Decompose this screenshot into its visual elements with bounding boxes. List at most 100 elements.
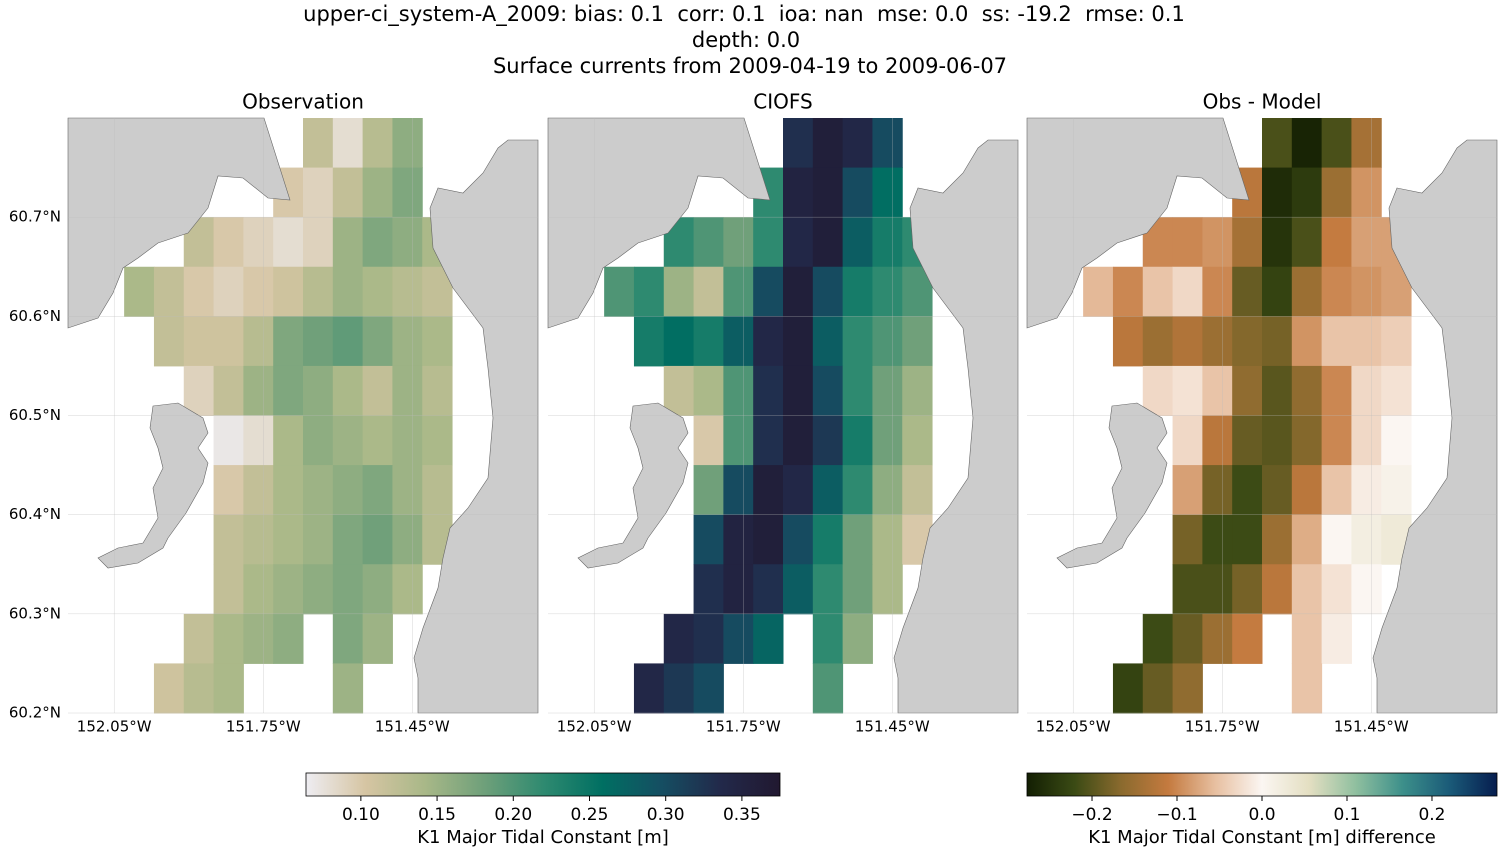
heat-cell [812,118,844,169]
heat-cell [1142,663,1174,714]
heat-cell [213,266,244,317]
heat-cell [783,564,814,615]
heat-cell [753,365,784,416]
heat-cell [1291,415,1323,466]
heat-cell [392,167,423,218]
heat-cell [842,514,873,565]
colorbar-tick-label: 0.0 [1248,805,1275,825]
heat-cell [303,564,334,615]
heat-cell [303,415,334,466]
y-tick-label: 60.2°N [9,704,61,722]
heat-cell [1351,514,1382,565]
heat-cell [1112,266,1144,317]
heat-cell [1262,514,1293,565]
heat-cell [362,217,393,268]
heat-cell [723,514,754,565]
heat-cell [723,266,754,317]
heat-cell [1351,167,1382,218]
x-tick-label: 151.75°W [1185,718,1260,736]
heat-cell [124,266,155,317]
colorbar-tick-label: 0.2 [1418,805,1445,825]
heat-cell [273,613,304,664]
colorbar-label: K1 Major Tidal Constant [m] [417,827,669,848]
heat-cell [1172,365,1203,416]
x-tick-label: 152.05°W [77,718,152,736]
heat-cell [332,118,364,169]
heat-cell [1172,613,1203,664]
heat-cell [812,316,844,367]
heat-cell [392,266,423,317]
heat-cell [1321,266,1352,317]
heat-cell [273,564,304,615]
heat-cell [842,465,873,516]
colorbar-tick-label: −0.1 [1156,805,1197,825]
heat-cell [812,365,844,416]
heat-cell [1291,167,1323,218]
heat-cell [663,316,695,367]
heat-cell [1172,316,1203,367]
panel-title: CIOFS [753,90,812,114]
heat-cell [663,266,695,317]
heat-cell [783,316,814,367]
heat-cell [753,217,784,268]
heat-cell [633,316,665,367]
heat-cell [872,415,903,466]
heat-cell [872,564,903,615]
heat-cell [273,217,304,268]
heat-cell [693,613,724,664]
heat-cell [1321,465,1352,516]
heat-cell [1291,663,1323,714]
heat-cell [422,316,453,367]
map-panel: 152.05°W 151.75°W 151.45°W Obs - Model [1026,90,1498,736]
heat-cell [1172,266,1203,317]
heat-cell [872,217,903,268]
heat-cell [812,514,844,565]
heat-cell [1291,266,1323,317]
heat-cell [812,217,844,268]
heat-cell [663,663,695,714]
y-tick-label: 60.6°N [9,307,61,325]
heat-cell [1172,415,1203,466]
heat-cell [693,564,724,615]
colorbar-tick-label: 0.10 [342,805,380,825]
heat-cell [332,266,364,317]
heat-cell [1351,118,1382,169]
heat-cell [1232,415,1263,466]
heat-cell [392,365,423,416]
heat-cell [693,217,724,268]
heat-cell [1262,217,1293,268]
heat-cell [273,316,304,367]
heat-cell [1262,415,1293,466]
heat-cell [872,266,903,317]
heat-cell [812,415,844,466]
heat-cell [783,365,814,416]
heat-cell [213,316,244,367]
heat-cell [1321,365,1352,416]
heat-cell [1381,365,1412,416]
heat-cell [693,663,724,714]
heat-cell [1351,365,1382,416]
heat-cell [392,564,423,615]
heat-cell [842,564,873,615]
heat-cell [392,118,423,169]
heat-cell [243,514,274,565]
heat-cell [303,217,334,268]
colorbar-tick-label: −0.2 [1071,805,1112,825]
heat-cell [1321,415,1352,466]
heat-cell [842,613,873,664]
heat-cell [783,217,814,268]
heat-cell [332,613,364,664]
heat-cell [362,514,393,565]
panel-title: Obs - Model [1203,90,1322,114]
y-tick-label: 60.4°N [9,505,61,523]
x-tick-label: 151.45°W [1334,718,1409,736]
heat-cell [693,316,724,367]
heat-cell [243,217,274,268]
heat-cell [902,316,933,367]
heat-cell [183,663,215,714]
heat-cell [362,316,393,367]
heat-cell [1202,514,1233,565]
heat-cell [1291,118,1323,169]
heat-cell [1232,564,1263,615]
colorbar [1026,772,1498,797]
